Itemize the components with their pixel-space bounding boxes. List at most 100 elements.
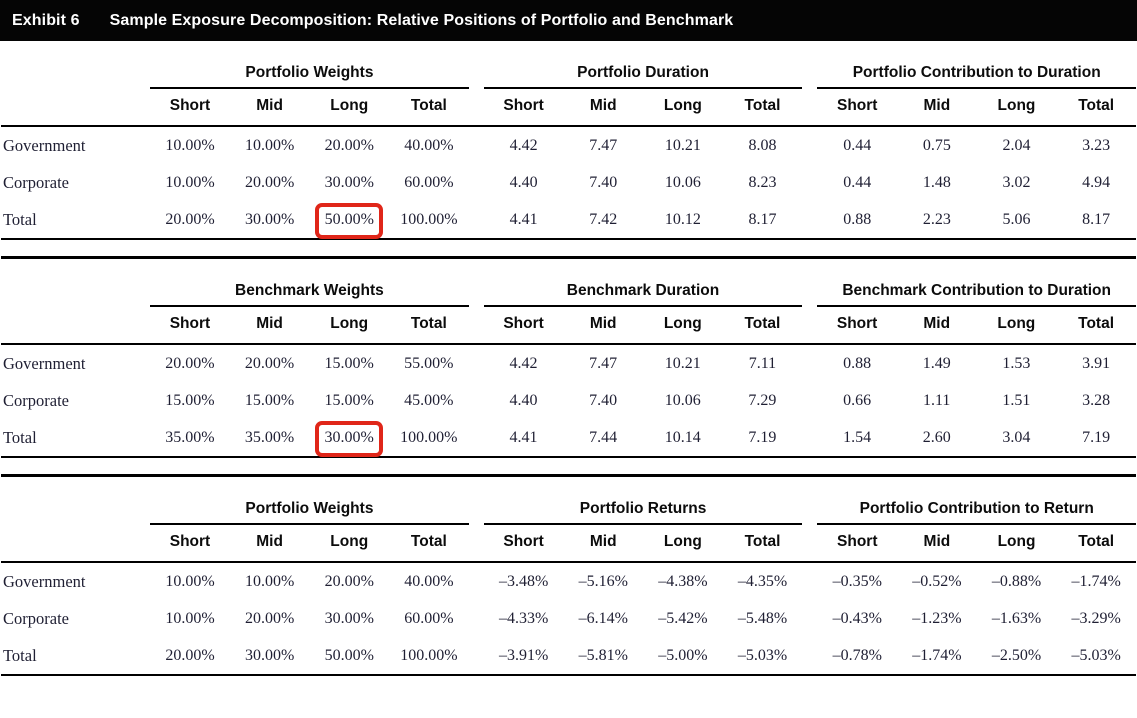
data-cell: 35.00% xyxy=(150,419,230,459)
cell-value-wrap: 7.29 xyxy=(748,392,776,410)
cell-value-wrap: 7.47 xyxy=(589,355,617,373)
cell-value: –1.23% xyxy=(912,610,962,628)
cell-value: 10.00% xyxy=(165,137,215,155)
cell-value: 20.00% xyxy=(244,355,295,373)
cell-value-wrap: –5.48% xyxy=(738,610,787,628)
data-cell: 10.00% xyxy=(150,600,230,637)
data-cell: 0.88 xyxy=(817,344,897,382)
data-cell: –3.29% xyxy=(1056,600,1136,637)
table-row: Total 20.00% 30.00% 50.00% 100.00% –3.91% –5.8… xyxy=(1,637,1136,677)
exhibit-table-2: Benchmark Weights Benchmark Duration Bench… xyxy=(1,256,1136,459)
data-cell: 7.42 xyxy=(563,201,644,241)
cell-value: 30.00% xyxy=(324,610,374,628)
table-row: Total 35.00% 35.00% 30.00% 100.00% 4.41 7.44 10… xyxy=(1,419,1136,459)
cell-value: 20.00% xyxy=(165,355,215,373)
cell-value: 7.29 xyxy=(748,392,777,410)
cell-value: 7.11 xyxy=(748,355,777,373)
cell-value-wrap: 4.42 xyxy=(510,137,538,155)
cell-value: 2.23 xyxy=(922,211,951,229)
column-header-row: Short Mid Long Total Short Mid Long Total Short M… xyxy=(1,88,1136,128)
row-label: Government xyxy=(3,354,86,374)
data-cell: 10.06 xyxy=(643,164,723,201)
cell-value: 4.41 xyxy=(509,429,538,447)
cell-value-wrap: 50.00% xyxy=(314,203,383,240)
cell-value-wrap: 20.00% xyxy=(245,610,294,628)
cell-value-wrap: 100.00% xyxy=(400,429,457,447)
column-header-mid: Mid xyxy=(229,306,310,346)
cell-value-wrap: 2.23 xyxy=(923,211,951,229)
data-cell: 30.00% xyxy=(309,164,389,201)
cell-value-wrap: 20.00% xyxy=(325,573,374,591)
cell-value-wrap: 35.00% xyxy=(165,429,214,447)
column-header-total: Total xyxy=(1056,88,1136,128)
cell-value: 10.12 xyxy=(664,211,701,229)
cell-value-wrap: –1.23% xyxy=(912,610,961,628)
group-title: Benchmark Duration xyxy=(483,257,803,308)
data-cell: 100.00% xyxy=(389,637,469,677)
group-title: Portfolio Weights xyxy=(150,41,469,90)
group-gap xyxy=(802,382,817,419)
cell-value: –5.03% xyxy=(737,647,788,665)
column-header-mid: Mid xyxy=(897,88,977,128)
column-header-long: Long xyxy=(309,306,389,346)
column-header-mid: Mid xyxy=(229,88,310,128)
cell-value: 7.19 xyxy=(1082,429,1111,447)
group-gap xyxy=(802,344,817,382)
group-gap xyxy=(802,600,817,637)
group-gap xyxy=(469,562,484,600)
data-cell: 45.00% xyxy=(389,382,469,419)
group-title-row: Portfolio Weights Portfolio Returns Portfo… xyxy=(1,475,1136,526)
cell-value-wrap: 50.00% xyxy=(325,647,374,665)
cell-value-wrap: –3.91% xyxy=(499,647,548,665)
data-cell: –3.91% xyxy=(483,637,564,677)
cell-value-wrap: 10.06 xyxy=(665,174,701,192)
cell-value: 100.00% xyxy=(400,429,458,447)
cell-value-wrap: 20.00% xyxy=(165,355,214,373)
cell-value-wrap: –2.50% xyxy=(992,647,1041,665)
cell-value-wrap: 7.40 xyxy=(589,392,617,410)
column-header-total: Total xyxy=(389,524,469,564)
cell-value-wrap: –5.03% xyxy=(738,647,787,665)
cell-value-wrap: 4.40 xyxy=(510,174,538,192)
group-gap xyxy=(468,419,484,459)
cell-value: –4.35% xyxy=(737,573,788,591)
data-cell: 20.00% xyxy=(230,344,310,382)
group-gap xyxy=(468,306,484,346)
cell-value-wrap: 60.00% xyxy=(404,610,453,628)
data-cell: 4.40 xyxy=(484,164,564,201)
group-gap xyxy=(469,476,484,525)
data-cell: 20.00% xyxy=(230,600,310,637)
cell-value-wrap: 10.12 xyxy=(665,211,701,229)
cell-value: 3.28 xyxy=(1082,392,1111,410)
data-cell: 2.60 xyxy=(896,419,977,459)
column-header-long: Long xyxy=(976,88,1057,128)
cell-value: –3.29% xyxy=(1071,610,1121,628)
data-cell: –0.35% xyxy=(817,562,897,600)
cell-value-wrap: 10.21 xyxy=(665,355,701,373)
cell-value-wrap: 5.06 xyxy=(1002,211,1030,229)
cell-value-wrap: 10.21 xyxy=(665,137,701,155)
data-cell: 4.40 xyxy=(484,382,564,419)
data-cell: 10.00% xyxy=(230,126,310,164)
cell-value-wrap: 30.00% xyxy=(245,211,294,229)
tables-container: Portfolio Weights Portfolio Duration Portf… xyxy=(0,41,1137,677)
column-header-short: Short xyxy=(817,306,897,346)
column-header-mid: Mid xyxy=(563,306,643,346)
cell-value-wrap: 2.04 xyxy=(1002,137,1030,155)
cell-value: 40.00% xyxy=(404,137,454,155)
data-cell: 20.00% xyxy=(309,126,389,164)
cell-value-wrap: 100.00% xyxy=(400,647,457,665)
cell-value: –5.48% xyxy=(737,610,788,628)
cell-value-wrap: 15.00% xyxy=(165,392,214,410)
data-cell: 10.00% xyxy=(150,126,230,164)
cell-value: 1.51 xyxy=(1002,392,1031,410)
cell-value: 35.00% xyxy=(165,429,215,447)
exhibit-table-1: Portfolio Weights Portfolio Duration Portf… xyxy=(1,41,1136,241)
column-header-long: Long xyxy=(976,306,1057,346)
group-gap xyxy=(802,258,817,307)
data-cell: –0.88% xyxy=(977,562,1057,600)
data-cell: 1.54 xyxy=(817,419,897,459)
group-gap xyxy=(469,382,484,419)
cell-value-wrap: 1.49 xyxy=(923,355,951,373)
data-cell: 10.14 xyxy=(642,419,723,459)
